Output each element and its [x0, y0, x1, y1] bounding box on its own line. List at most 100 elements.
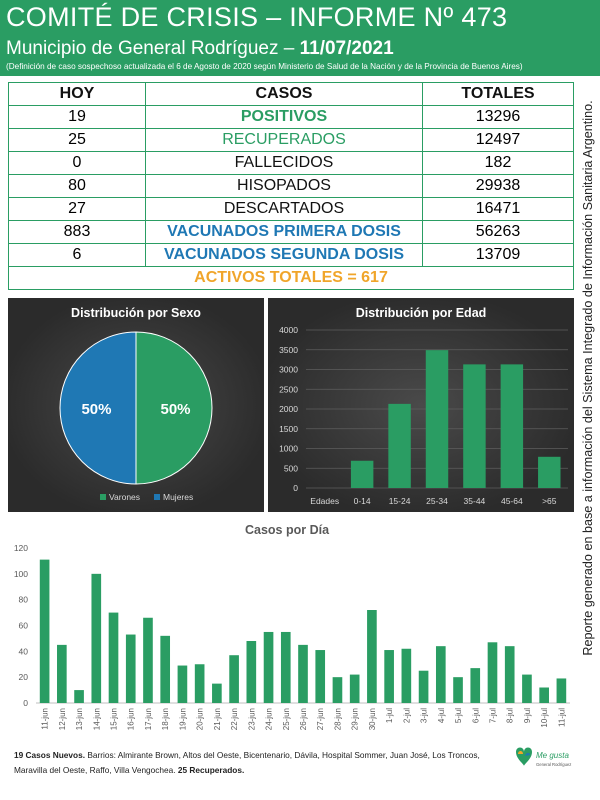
- legend-swatch: [100, 494, 106, 500]
- total-cell: 29938: [422, 174, 574, 198]
- x-tick-label: 23-jun: [247, 708, 256, 730]
- age-bar: [500, 364, 524, 488]
- x-tick-label: 14-jun: [92, 708, 101, 730]
- category-cell: HISOPADOS: [145, 174, 423, 198]
- y-tick-label: 0: [23, 698, 28, 708]
- x-tick-label: 11-jun: [41, 708, 50, 730]
- x-tick-label: 15-24: [389, 496, 411, 506]
- logo-accent: [518, 751, 523, 754]
- y-tick-label: 500: [284, 463, 298, 473]
- day-bar: [384, 650, 394, 703]
- pie-data-label: 50%: [81, 401, 111, 418]
- category-cell: VACUNADOS SEGUNDA DOSIS: [145, 243, 423, 267]
- sex-chart-title: Distribución por Sexo: [71, 306, 201, 320]
- legend-label: Varones: [109, 492, 140, 502]
- day-bar: [470, 668, 481, 703]
- activos-row: ACTIVOS TOTALES = 617: [8, 266, 574, 290]
- day-bar: [263, 631, 274, 703]
- x-tick-label: 19-jun: [178, 708, 187, 730]
- total-cell: 16471: [422, 197, 574, 221]
- total-cell: 13296: [422, 105, 574, 129]
- category-cell: POSITIVOS: [145, 105, 423, 129]
- x-tick-label: 9-jul: [523, 708, 532, 723]
- total-cell: 13709: [422, 243, 574, 267]
- pie-slice-varones: [135, 331, 213, 485]
- x-tick-label: 5-jul: [454, 708, 463, 723]
- x-tick-label: 8-jul: [506, 708, 515, 723]
- report-subtitle: Municipio de General Rodríguez – 11/07/2…: [6, 38, 394, 60]
- age-bar: [463, 364, 486, 488]
- table-header-row: HOY CASOS TOTALES: [8, 82, 574, 106]
- daily-cases-chart: Casos por Día 0 20 40 60 80 100 120 11-jun 12-ju…: [14, 523, 570, 730]
- table-row: 27 DESCARTADOS 16471: [8, 197, 574, 221]
- x-tick-label: 11-jul: [557, 708, 566, 727]
- day-bar: [143, 617, 153, 703]
- day-bar: [298, 644, 308, 703]
- daily-chart-title: Casos por Día: [245, 523, 330, 537]
- cases-table: HOY CASOS TOTALES 19 POSITIVOS 13296 25 …: [8, 82, 574, 290]
- pie-slice-mujeres: [59, 331, 137, 485]
- x-tick-label: 22-jun: [230, 708, 239, 730]
- definition-note: (Definición de caso sospechoso actualiza…: [6, 62, 523, 71]
- x-tick-label: 45-64: [501, 496, 523, 506]
- y-tick-label: 3500: [279, 345, 298, 355]
- day-bar: [177, 665, 188, 703]
- y-tick-label: 100: [14, 569, 28, 579]
- x-tick-label: 35-44: [464, 496, 486, 506]
- total-cell: 12497: [422, 128, 574, 152]
- y-tick-label: 2000: [279, 404, 298, 414]
- age-bar: [425, 350, 449, 488]
- category-cell: VACUNADOS PRIMERA DOSIS: [145, 220, 423, 244]
- y-tick-label: 1500: [279, 424, 298, 434]
- x-tick-label: 25-34: [426, 496, 448, 506]
- table-row: 6 VACUNADOS SEGUNDA DOSIS 13709: [8, 243, 574, 267]
- logo-accent: [525, 752, 530, 756]
- x-tick-label: 27-jun: [316, 708, 325, 730]
- y-tick-label: 2500: [279, 384, 298, 394]
- table-row: 19 POSITIVOS 13296: [8, 105, 574, 129]
- day-bar: [246, 641, 257, 703]
- x-tick-label: 24-jun: [265, 708, 274, 730]
- total-cell: 56263: [422, 220, 574, 244]
- category-cell: DESCARTADOS: [145, 197, 423, 221]
- day-bar: [212, 683, 222, 703]
- hoy-cell: 0: [8, 151, 146, 175]
- age-bar-chart: 0 500 1000 1500 2000 2500 3000 3500 4000 Edades 0-…: [279, 325, 568, 506]
- day-bar: [332, 677, 343, 703]
- heart-icon: [516, 747, 532, 766]
- barrios-text: Barrios: Almirante Brown, Altos del Oest…: [14, 750, 480, 775]
- hoy-cell: 25: [8, 128, 146, 152]
- day-bar: [401, 648, 412, 703]
- x-tick-label: 25-jun: [282, 708, 291, 730]
- x-tick-label: 3-jul: [420, 708, 429, 723]
- hoy-cell: 19: [8, 105, 146, 129]
- y-tick-label: 20: [19, 672, 29, 682]
- x-axis-label: Edades: [310, 496, 339, 506]
- x-tick-label: 26-jun: [299, 708, 308, 730]
- header-totales: TOTALES: [422, 82, 574, 106]
- hoy-cell: 80: [8, 174, 146, 198]
- hoy-cell: 27: [8, 197, 146, 221]
- legend-label: Mujeres: [163, 492, 193, 502]
- source-note: Reporte generado en base a información d…: [581, 100, 595, 656]
- age-bar: [350, 460, 374, 488]
- municipality-label: Municipio de General Rodríguez –: [6, 38, 300, 59]
- x-tick-label: 10-jul: [540, 708, 549, 728]
- y-tick-label: 120: [14, 543, 28, 553]
- recovered-text: 25 Recuperados.: [177, 765, 245, 775]
- report-date: 11/07/2021: [299, 38, 394, 59]
- x-tick-label: 12-jun: [58, 708, 67, 730]
- activos-totales: ACTIVOS TOTALES = 617: [8, 266, 574, 290]
- logo-text: Me gusta: [536, 751, 569, 760]
- x-tick-label: 1-jul: [385, 708, 394, 723]
- x-tick-label: 17-jun: [144, 708, 153, 730]
- day-bar: [504, 646, 515, 703]
- x-tick-label: 21-jun: [213, 708, 222, 730]
- day-bar: [315, 650, 326, 703]
- day-bar: [57, 644, 67, 703]
- y-tick-label: 1000: [279, 444, 298, 454]
- x-tick-label: 13-jun: [75, 708, 84, 730]
- day-bar: [108, 612, 119, 703]
- day-bar: [453, 677, 463, 703]
- day-bar: [349, 674, 360, 703]
